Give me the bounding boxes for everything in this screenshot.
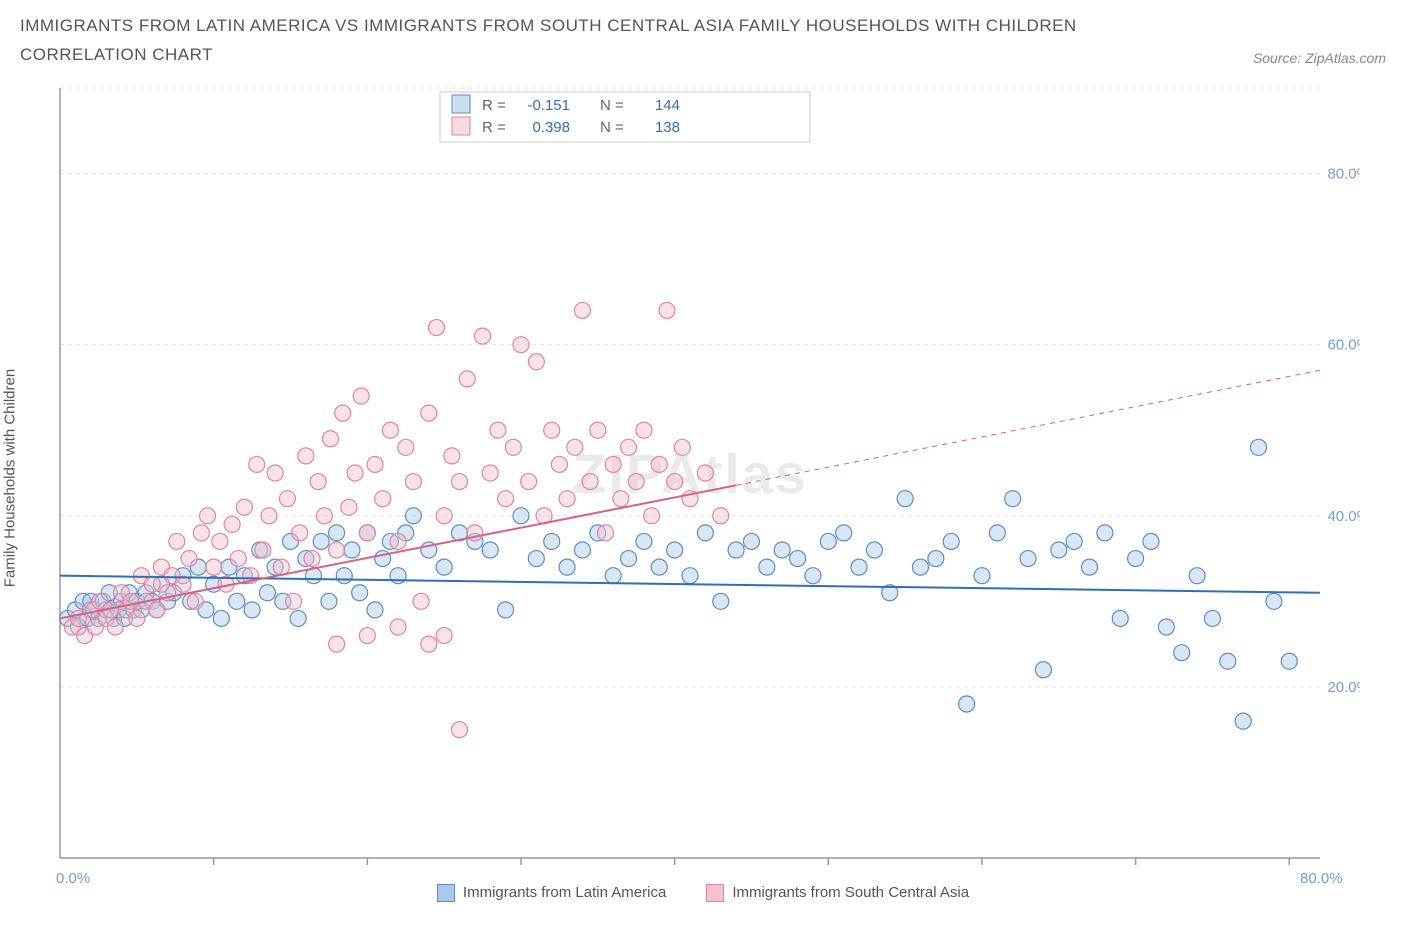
legend-item: Immigrants from Latin America (437, 884, 666, 902)
source-label: Source: ZipAtlas.com (1253, 50, 1386, 66)
y-axis-title: Family Households with Children (2, 369, 19, 587)
svg-text:80.0%: 80.0% (1327, 165, 1360, 182)
chart-title: IMMIGRANTS FROM LATIN AMERICA VS IMMIGRA… (20, 12, 1386, 70)
svg-text:144: 144 (655, 97, 680, 114)
svg-text:R =: R = (482, 119, 506, 136)
legend-swatch (437, 884, 455, 902)
chart-header: IMMIGRANTS FROM LATIN AMERICA VS IMMIGRA… (20, 12, 1386, 70)
svg-text:N =: N = (600, 119, 624, 136)
svg-text:0.398: 0.398 (532, 119, 570, 136)
legend-bottom: Immigrants from Latin America Immigrants … (20, 884, 1386, 902)
svg-text:R =: R = (482, 97, 506, 114)
title-line-1: IMMIGRANTS FROM LATIN AMERICA VS IMMIGRA… (20, 16, 1077, 35)
legend-item: Immigrants from South Central Asia (706, 884, 969, 902)
svg-text:N =: N = (600, 97, 624, 114)
chart-container: Family Households with Children 20.0%40.… (20, 78, 1386, 878)
legend-label: Immigrants from South Central Asia (732, 884, 969, 901)
svg-text:60.0%: 60.0% (1327, 336, 1360, 353)
svg-text:-0.151: -0.151 (527, 97, 570, 114)
svg-text:138: 138 (655, 119, 680, 136)
svg-text:40.0%: 40.0% (1327, 508, 1360, 525)
scatter-chart: 20.0%40.0%60.0%80.0%ZIPAtlasR =-0.151N =… (20, 78, 1360, 878)
x-axis-end-label: 80.0% (1300, 870, 1343, 887)
legend-label: Immigrants from Latin America (463, 884, 666, 901)
svg-text:20.0%: 20.0% (1327, 679, 1360, 696)
legend-swatch (706, 884, 724, 902)
title-line-2: CORRELATION CHART (20, 45, 213, 64)
x-axis-start-label: 0.0% (56, 870, 90, 887)
